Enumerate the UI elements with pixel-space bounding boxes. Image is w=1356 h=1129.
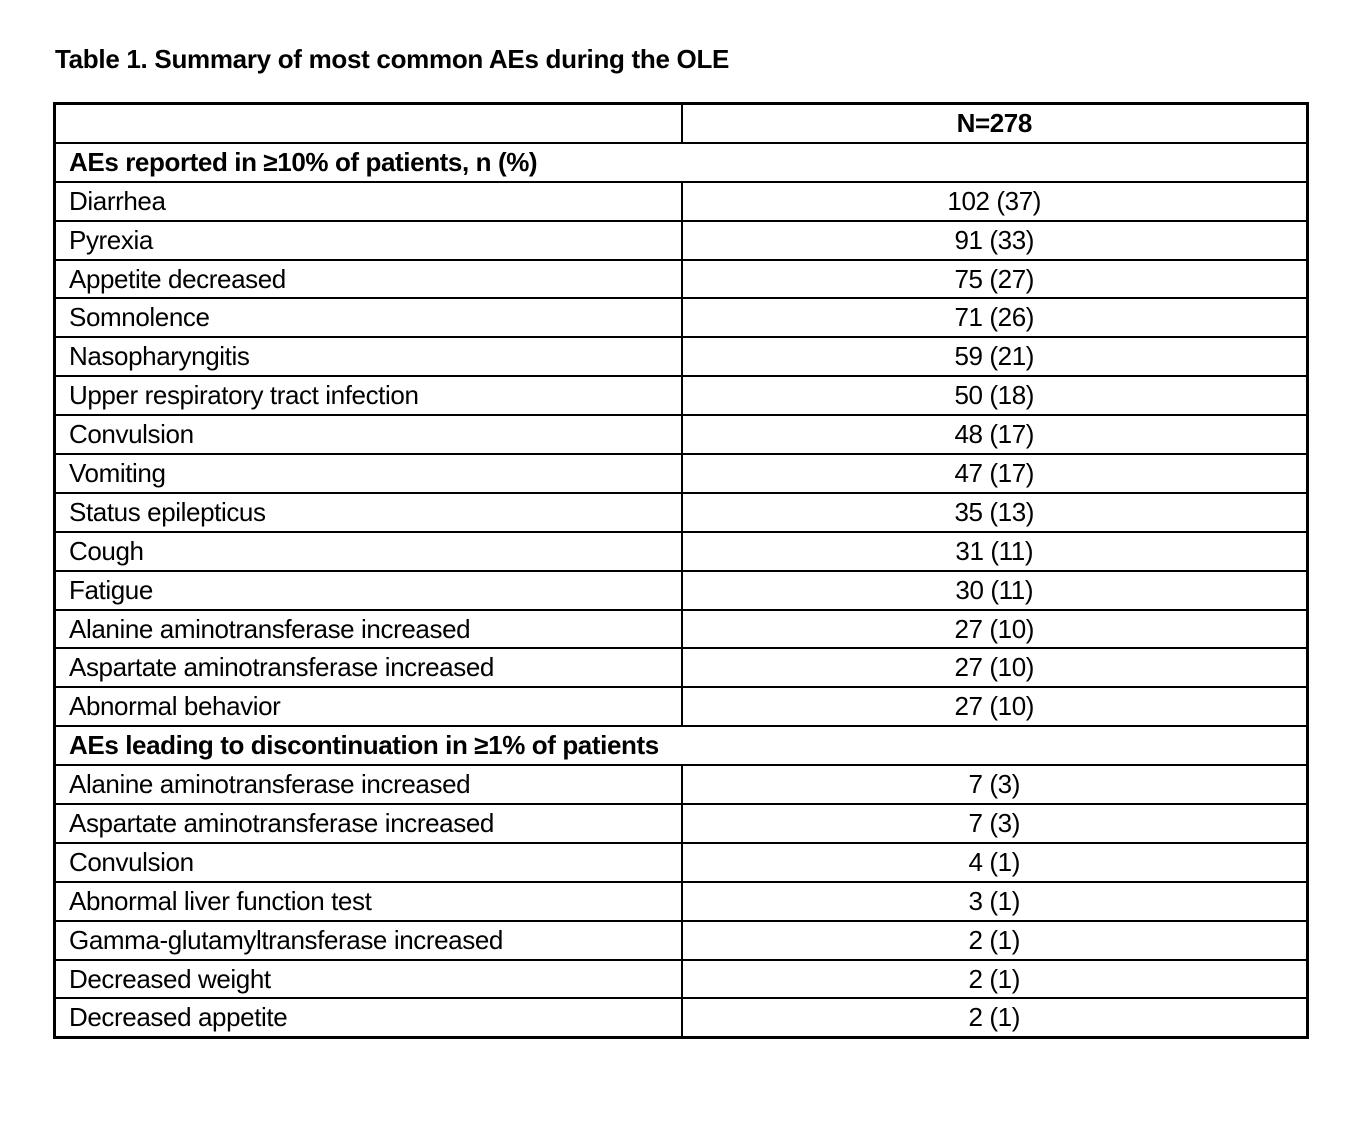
table-row: Aspartate aminotransferase increased 7 (…: [53, 803, 1309, 844]
ae-label-cell: Alanine aminotransferase increased: [53, 764, 683, 806]
table-row: Pyrexia 91 (33): [53, 219, 1309, 261]
table-row: Gamma-glutamyltransferase increased 2 (1…: [53, 919, 1309, 961]
table-row: Decreased appetite 2 (1): [53, 997, 1309, 1039]
ae-label-cell: Decreased appetite: [53, 997, 683, 1039]
ae-label-cell: Appetite decreased: [53, 258, 683, 300]
table-row: Abnormal behavior 27 (10): [53, 686, 1309, 728]
table-row: Fatigue 30 (11): [53, 569, 1309, 611]
ae-label-cell: Convulsion: [53, 414, 683, 456]
ae-value-cell: 7 (3): [680, 803, 1309, 844]
ae-label-cell: Cough: [53, 530, 683, 572]
table-row: Convulsion 48 (17): [53, 414, 1309, 456]
ae-label-cell: Aspartate aminotransferase increased: [53, 803, 683, 844]
table-row: Diarrhea 102 (37): [53, 180, 1309, 222]
ae-value-cell: 59 (21): [680, 336, 1309, 378]
ae-label-cell: Alanine aminotransferase increased: [53, 608, 683, 650]
table-row: Convulsion 4 (1): [53, 841, 1309, 883]
table-row: Status epilepticus 35 (13): [53, 491, 1309, 533]
section-header-row: AEs leading to discontinuation in ≥1% of…: [53, 725, 1309, 767]
ae-label-cell: Convulsion: [53, 841, 683, 883]
section-header-label: AEs leading to discontinuation in ≥1% of…: [53, 725, 1309, 767]
ae-summary-table: N=278 AEs reported in ≥10% of patients, …: [53, 102, 1309, 1040]
ae-value-cell: 30 (11): [680, 569, 1309, 611]
empty-header-cell: [53, 102, 683, 144]
ae-value-cell: 2 (1): [680, 958, 1309, 1000]
table-row: Alanine aminotransferase increased 7 (3): [53, 764, 1309, 806]
ae-value-cell: 102 (37): [680, 180, 1309, 222]
ae-value-cell: 48 (17): [680, 414, 1309, 456]
ae-value-cell: 31 (11): [680, 530, 1309, 572]
ae-value-cell: 4 (1): [680, 841, 1309, 883]
table-row: Somnolence 71 (26): [53, 297, 1309, 339]
ae-value-cell: 91 (33): [680, 219, 1309, 261]
ae-label-cell: Vomiting: [53, 453, 683, 494]
n-column-header: N=278: [680, 102, 1309, 144]
ae-label-cell: Upper respiratory tract infection: [53, 375, 683, 417]
ae-label-cell: Diarrhea: [53, 180, 683, 222]
table-row: Aspartate aminotransferase increased 27 …: [53, 647, 1309, 689]
table-header-row: N=278: [53, 102, 1309, 144]
ae-label-cell: Abnormal liver function test: [53, 880, 683, 922]
ae-label-cell: Status epilepticus: [53, 491, 683, 533]
ae-value-cell: 35 (13): [680, 491, 1309, 533]
section-header-row: AEs reported in ≥10% of patients, n (%): [53, 141, 1309, 183]
ae-value-cell: 71 (26): [680, 297, 1309, 339]
ae-label-cell: Abnormal behavior: [53, 686, 683, 728]
ae-label-cell: Somnolence: [53, 297, 683, 339]
ae-label-cell: Decreased weight: [53, 958, 683, 1000]
table-row: Nasopharyngitis 59 (21): [53, 336, 1309, 378]
ae-value-cell: 50 (18): [680, 375, 1309, 417]
ae-value-cell: 47 (17): [680, 453, 1309, 494]
ae-value-cell: 2 (1): [680, 997, 1309, 1039]
table-row: Abnormal liver function test 3 (1): [53, 880, 1309, 922]
ae-value-cell: 75 (27): [680, 258, 1309, 300]
ae-value-cell: 7 (3): [680, 764, 1309, 806]
ae-label-cell: Fatigue: [53, 569, 683, 611]
section-header-label: AEs reported in ≥10% of patients, n (%): [53, 141, 1309, 183]
table-row: Decreased weight 2 (1): [53, 958, 1309, 1000]
table-row: Vomiting 47 (17): [53, 453, 1309, 494]
ae-value-cell: 27 (10): [680, 608, 1309, 650]
ae-label-cell: Gamma-glutamyltransferase increased: [53, 919, 683, 961]
table-title: Table 1. Summary of most common AEs duri…: [55, 44, 730, 74]
ae-value-cell: 2 (1): [680, 919, 1309, 961]
table-row: Appetite decreased 75 (27): [53, 258, 1309, 300]
ae-value-cell: 3 (1): [680, 880, 1309, 922]
table-row: Cough 31 (11): [53, 530, 1309, 572]
ae-value-cell: 27 (10): [680, 686, 1309, 728]
ae-label-cell: Aspartate aminotransferase increased: [53, 647, 683, 689]
ae-label-cell: Nasopharyngitis: [53, 336, 683, 378]
ae-value-cell: 27 (10): [680, 647, 1309, 689]
ae-label-cell: Pyrexia: [53, 219, 683, 261]
table-row: Alanine aminotransferase increased 27 (1…: [53, 608, 1309, 650]
table-row: Upper respiratory tract infection 50 (18…: [53, 375, 1309, 417]
